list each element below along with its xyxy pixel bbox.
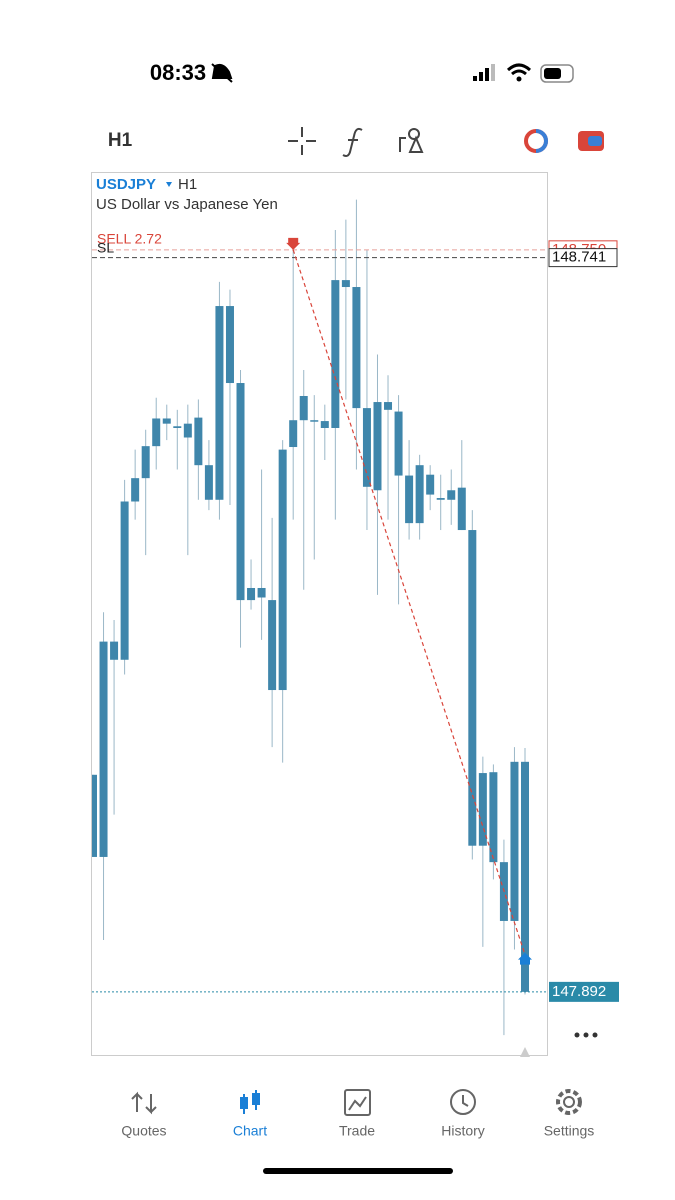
more-button[interactable] [574, 1032, 598, 1038]
candle-body [352, 287, 361, 409]
candle-body [236, 383, 245, 601]
candle-body [173, 426, 182, 428]
home-indicator [263, 1168, 453, 1174]
tab-label[interactable]: History [441, 1123, 485, 1139]
candle-body [299, 395, 308, 421]
chart-frame [91, 172, 548, 1056]
candle-body [99, 641, 108, 857]
buy-arrow [518, 952, 532, 965]
symbol-description: US Dollar vs Japanese Yen [96, 196, 278, 213]
tab-icons [131, 1089, 582, 1116]
candle-body [268, 600, 277, 691]
candle-body [278, 449, 287, 691]
candle-body [152, 418, 161, 447]
candle-body [362, 408, 371, 487]
candle-body [131, 478, 140, 502]
candle-body [405, 475, 414, 524]
status-icons [211, 63, 574, 83]
candle-body [257, 587, 266, 598]
tab-label[interactable]: Trade [339, 1123, 375, 1139]
candle-body [215, 306, 224, 500]
scroll-marker [520, 1047, 530, 1057]
candle-body [468, 530, 477, 846]
order-label: SELL 2.72 [97, 231, 162, 247]
symbol[interactable]: USDJPY [96, 176, 156, 193]
candle-body [225, 306, 234, 384]
symbol-dropdown[interactable] [166, 182, 172, 187]
candle-body [489, 772, 498, 863]
candle-body [289, 420, 298, 448]
candle-body [204, 465, 213, 500]
candle-body [478, 773, 487, 846]
candle-body [415, 465, 424, 524]
candle-body [120, 501, 129, 660]
candle-body [162, 418, 171, 424]
candle-body [394, 411, 403, 476]
sell-arrow [286, 237, 301, 250]
trade-line [292, 249, 526, 955]
sl-price-label: 148.741 [552, 249, 606, 266]
candle-body [510, 761, 519, 921]
sl-label: SL [97, 239, 114, 255]
tab-label[interactable]: Quotes [121, 1123, 166, 1139]
sl-price-tag [548, 248, 618, 268]
candle-body [426, 474, 435, 495]
timeframe-button[interactable]: H1 [108, 130, 133, 151]
candle-body [447, 490, 456, 500]
candle-body [457, 487, 466, 531]
toolbar-icons[interactable] [288, 127, 604, 157]
candle-body [320, 421, 329, 428]
candle-body [141, 446, 150, 479]
candle-body [341, 280, 350, 288]
chart-timeframe: H1 [178, 176, 197, 193]
clock: 08:33 [150, 60, 206, 85]
candle-body [310, 420, 319, 422]
candle-body [373, 402, 382, 491]
current-price-tag [549, 981, 619, 1002]
tab-label[interactable]: Chart [233, 1123, 267, 1139]
candle-body [331, 280, 340, 428]
candle-body [436, 498, 445, 500]
candle-body [194, 417, 203, 466]
candle-body [521, 761, 529, 992]
candle-body [384, 402, 393, 410]
candle-body [183, 423, 192, 438]
candle-body [110, 641, 119, 660]
tab-label[interactable]: Settings [544, 1123, 595, 1139]
current-price-label: 147.892 [552, 983, 606, 1000]
candle-body [247, 587, 256, 601]
candle-body [92, 774, 97, 857]
